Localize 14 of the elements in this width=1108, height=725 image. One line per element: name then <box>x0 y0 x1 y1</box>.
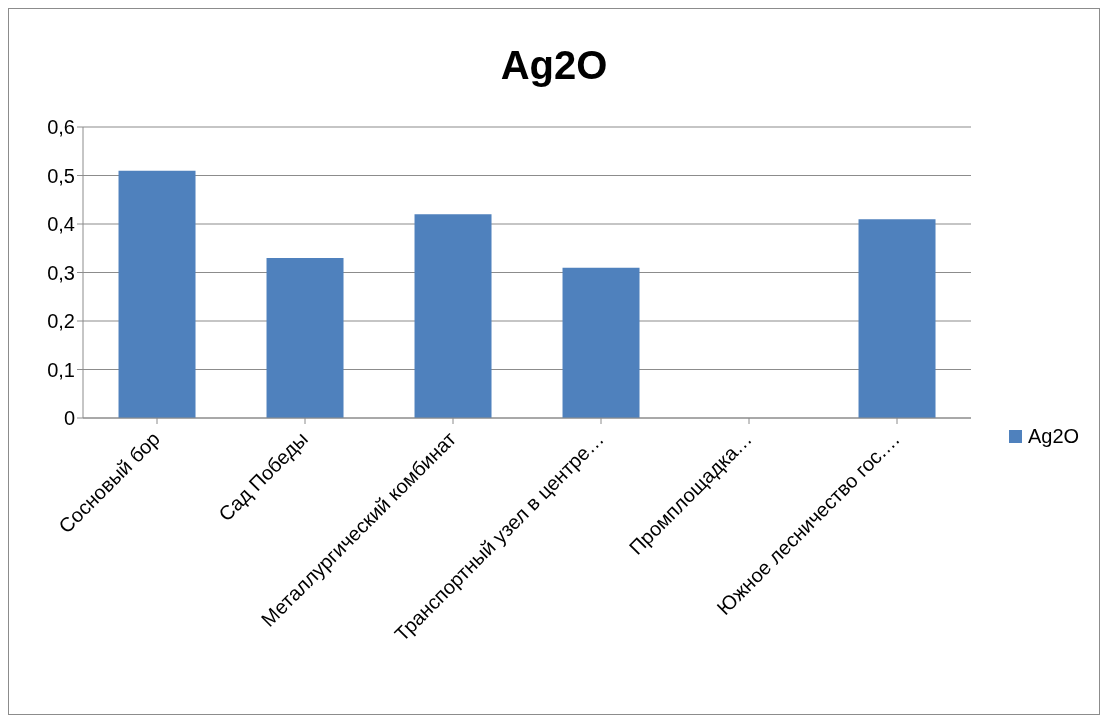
bar <box>562 267 640 418</box>
legend-label: Ag2O <box>1028 425 1080 448</box>
y-tick-label: 0 <box>63 407 75 430</box>
y-tick-label: 0,1 <box>47 358 75 381</box>
bar <box>266 257 344 418</box>
y-tick-label: 0,2 <box>47 310 75 333</box>
bar <box>118 170 196 418</box>
y-tick-label: 0,5 <box>47 164 75 187</box>
y-tick-label: 0,6 <box>47 116 75 139</box>
bar <box>858 219 936 418</box>
chart-title: Ag2O <box>499 43 609 88</box>
bar <box>414 214 492 418</box>
y-tick-label: 0,3 <box>47 261 75 284</box>
y-tick-label: 0,4 <box>47 213 75 236</box>
